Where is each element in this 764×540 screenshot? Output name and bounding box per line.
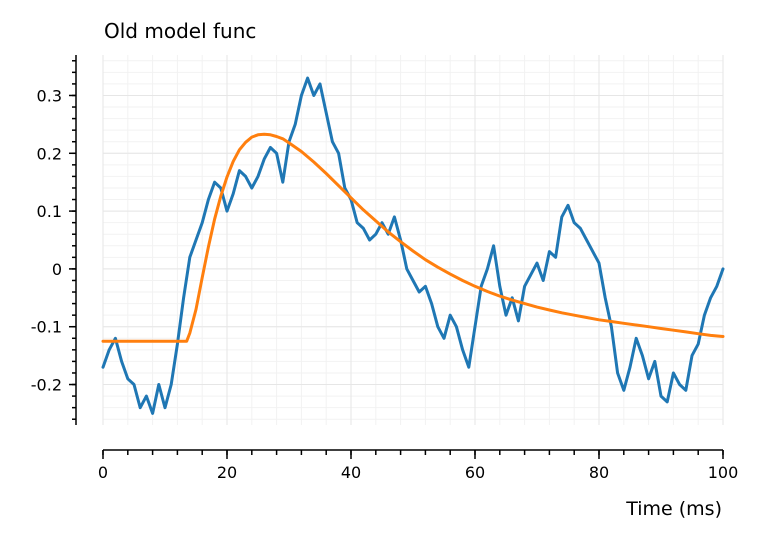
x-axis-label: Time (ms) bbox=[625, 498, 722, 520]
series-group bbox=[101, 76, 725, 415]
x-tick-label: 0 bbox=[98, 463, 108, 482]
y-tick-label: -0.1 bbox=[31, 318, 62, 337]
y-tick-label: 0.1 bbox=[37, 202, 62, 221]
chart-title: Old model func bbox=[104, 19, 256, 43]
x-tick-label: 80 bbox=[589, 463, 609, 482]
x-tick-label: 40 bbox=[341, 463, 361, 482]
x-tick-label: 100 bbox=[708, 463, 739, 482]
series-line-2 bbox=[101, 132, 725, 343]
axes bbox=[75, 55, 723, 451]
y-tick-label: -0.2 bbox=[31, 376, 62, 395]
x-tick-label: 20 bbox=[217, 463, 237, 482]
y-tick-label: 0 bbox=[52, 260, 62, 279]
x-tick-label: 60 bbox=[465, 463, 485, 482]
ticks: 0 20 40 60 80 100 -0.2 -0.1 0 0.1 0.2 0.3 bbox=[31, 60, 739, 482]
y-tick-label: 0.3 bbox=[37, 86, 62, 105]
series-line-1 bbox=[101, 76, 725, 415]
y-tick-label: 0.2 bbox=[37, 144, 62, 163]
